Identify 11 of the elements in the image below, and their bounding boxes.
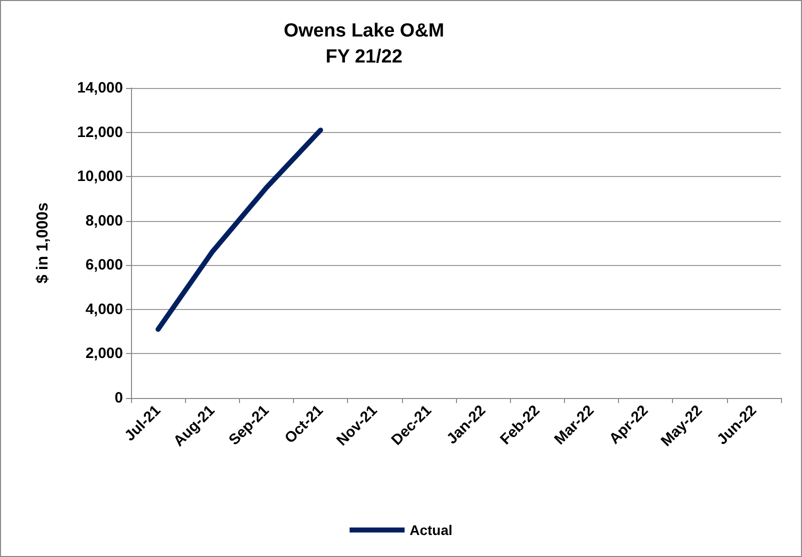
y-axis-title: $ in 1,000s — [34, 202, 52, 284]
y-tick-label: 0 — [114, 390, 123, 406]
y-tick-label: 10,000 — [77, 168, 123, 186]
y-tick-label: 4,000 — [85, 300, 123, 318]
y-tick-label: 12,000 — [77, 124, 123, 141]
y-tick-label: 14,000 — [77, 80, 123, 96]
y-tick-label: 6,000 — [85, 256, 123, 274]
legend-label: Actual — [410, 522, 452, 538]
y-tick-label: 2,000 — [85, 345, 123, 362]
y-tick-label: 8,000 — [85, 212, 123, 230]
chart-title: Owens Lake O&M FY 21/22 — [284, 20, 444, 68]
